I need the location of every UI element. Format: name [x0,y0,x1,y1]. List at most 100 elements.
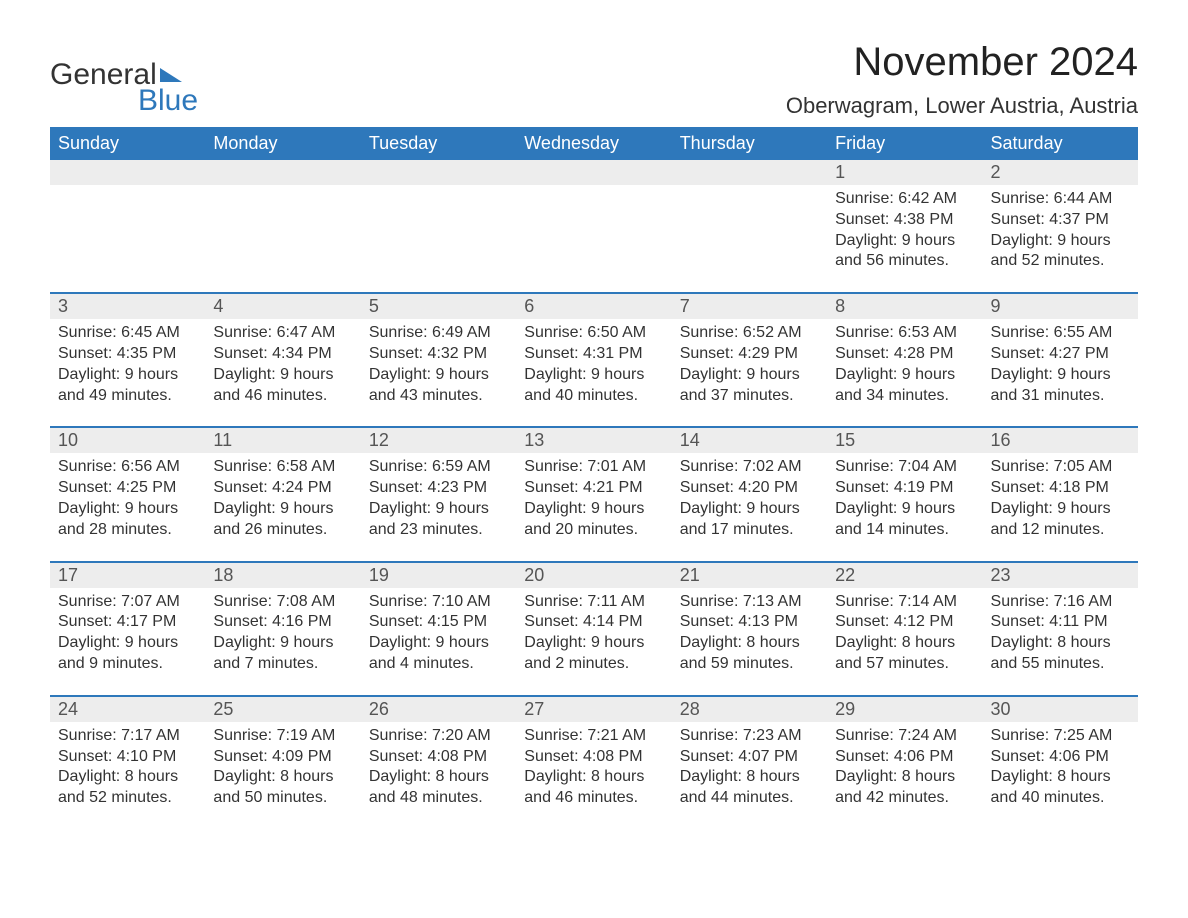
day-sunrise: Sunrise: 7:20 AM [369,726,508,747]
day-sunrise: Sunrise: 7:01 AM [524,457,663,478]
day-number: 15 [827,428,982,453]
title-block: November 2024 Oberwagram, Lower Austria,… [786,40,1138,119]
day-sunset: Sunset: 4:08 PM [524,747,663,768]
day-cell: 7Sunrise: 6:52 AMSunset: 4:29 PMDaylight… [672,294,827,408]
day-daylight1: Daylight: 9 hours [991,499,1130,520]
day-number: 5 [361,294,516,319]
day-number: 8 [827,294,982,319]
day-sunrise: Sunrise: 6:44 AM [991,189,1130,210]
logo-word-2: Blue [138,86,198,116]
calendar-page: General Blue November 2024 Oberwagram, L… [0,0,1188,851]
day-cell [672,160,827,274]
day-cell: 1Sunrise: 6:42 AMSunset: 4:38 PMDaylight… [827,160,982,274]
day-sunrise: Sunrise: 7:16 AM [991,592,1130,613]
day-body: Sunrise: 7:08 AMSunset: 4:16 PMDaylight:… [205,588,360,677]
day-cell: 30Sunrise: 7:25 AMSunset: 4:06 PMDayligh… [983,697,1138,811]
day-cell: 18Sunrise: 7:08 AMSunset: 4:16 PMDayligh… [205,563,360,677]
week-row: 3Sunrise: 6:45 AMSunset: 4:35 PMDaylight… [50,292,1138,408]
day-number: 13 [516,428,671,453]
day-cell: 8Sunrise: 6:53 AMSunset: 4:28 PMDaylight… [827,294,982,408]
day-daylight1: Daylight: 8 hours [680,767,819,788]
day-daylight1: Daylight: 8 hours [369,767,508,788]
day-sunset: Sunset: 4:15 PM [369,612,508,633]
day-body: Sunrise: 7:04 AMSunset: 4:19 PMDaylight:… [827,453,982,542]
day-daylight2: and 26 minutes. [213,520,352,541]
day-body: Sunrise: 6:50 AMSunset: 4:31 PMDaylight:… [516,319,671,408]
weekday-header: Monday [205,127,360,160]
day-daylight1: Daylight: 8 hours [835,633,974,654]
day-body: Sunrise: 7:19 AMSunset: 4:09 PMDaylight:… [205,722,360,811]
day-body: Sunrise: 7:07 AMSunset: 4:17 PMDaylight:… [50,588,205,677]
day-body: Sunrise: 7:14 AMSunset: 4:12 PMDaylight:… [827,588,982,677]
day-daylight2: and 9 minutes. [58,654,197,675]
day-number: 9 [983,294,1138,319]
day-cell: 27Sunrise: 7:21 AMSunset: 4:08 PMDayligh… [516,697,671,811]
day-number: 2 [983,160,1138,185]
day-sunrise: Sunrise: 6:45 AM [58,323,197,344]
day-body: Sunrise: 6:49 AMSunset: 4:32 PMDaylight:… [361,319,516,408]
weekday-header-row: SundayMondayTuesdayWednesdayThursdayFrid… [50,127,1138,160]
day-cell: 24Sunrise: 7:17 AMSunset: 4:10 PMDayligh… [50,697,205,811]
flag-icon [160,68,182,82]
day-daylight2: and 50 minutes. [213,788,352,809]
day-sunrise: Sunrise: 7:05 AM [991,457,1130,478]
day-cell: 25Sunrise: 7:19 AMSunset: 4:09 PMDayligh… [205,697,360,811]
day-daylight1: Daylight: 8 hours [835,767,974,788]
day-number: 17 [50,563,205,588]
day-body: Sunrise: 6:45 AMSunset: 4:35 PMDaylight:… [50,319,205,408]
day-number: 24 [50,697,205,722]
day-sunrise: Sunrise: 7:19 AM [213,726,352,747]
day-sunrise: Sunrise: 6:58 AM [213,457,352,478]
day-sunrise: Sunrise: 6:56 AM [58,457,197,478]
day-daylight1: Daylight: 9 hours [680,365,819,386]
brand-logo: General Blue [50,60,198,116]
day-cell: 2Sunrise: 6:44 AMSunset: 4:37 PMDaylight… [983,160,1138,274]
day-daylight1: Daylight: 9 hours [991,231,1130,252]
calendar-grid: SundayMondayTuesdayWednesdayThursdayFrid… [50,127,1138,811]
day-body: Sunrise: 7:21 AMSunset: 4:08 PMDaylight:… [516,722,671,811]
day-daylight1: Daylight: 9 hours [213,365,352,386]
day-daylight1: Daylight: 9 hours [58,633,197,654]
day-daylight1: Daylight: 8 hours [524,767,663,788]
day-number: 29 [827,697,982,722]
day-number: 1 [827,160,982,185]
day-number: 23 [983,563,1138,588]
day-daylight1: Daylight: 9 hours [213,499,352,520]
day-sunset: Sunset: 4:32 PM [369,344,508,365]
day-body: Sunrise: 7:10 AMSunset: 4:15 PMDaylight:… [361,588,516,677]
day-daylight1: Daylight: 9 hours [680,499,819,520]
day-daylight1: Daylight: 9 hours [835,231,974,252]
day-number [516,160,671,185]
day-number: 25 [205,697,360,722]
day-sunset: Sunset: 4:27 PM [991,344,1130,365]
weekday-header: Tuesday [361,127,516,160]
day-daylight2: and 12 minutes. [991,520,1130,541]
day-daylight2: and 46 minutes. [524,788,663,809]
day-cell: 20Sunrise: 7:11 AMSunset: 4:14 PMDayligh… [516,563,671,677]
month-title: November 2024 [786,40,1138,85]
day-cell [516,160,671,274]
day-body: Sunrise: 6:56 AMSunset: 4:25 PMDaylight:… [50,453,205,542]
day-sunset: Sunset: 4:21 PM [524,478,663,499]
day-body: Sunrise: 6:52 AMSunset: 4:29 PMDaylight:… [672,319,827,408]
day-daylight2: and 52 minutes. [58,788,197,809]
weekday-header: Saturday [983,127,1138,160]
day-sunset: Sunset: 4:14 PM [524,612,663,633]
day-daylight1: Daylight: 9 hours [524,499,663,520]
day-number: 10 [50,428,205,453]
day-cell: 16Sunrise: 7:05 AMSunset: 4:18 PMDayligh… [983,428,1138,542]
weekday-header: Friday [827,127,982,160]
day-body: Sunrise: 7:25 AMSunset: 4:06 PMDaylight:… [983,722,1138,811]
day-body [361,185,516,191]
day-body: Sunrise: 7:24 AMSunset: 4:06 PMDaylight:… [827,722,982,811]
day-daylight2: and 7 minutes. [213,654,352,675]
day-number: 28 [672,697,827,722]
day-daylight1: Daylight: 8 hours [680,633,819,654]
day-sunset: Sunset: 4:24 PM [213,478,352,499]
week-row: 17Sunrise: 7:07 AMSunset: 4:17 PMDayligh… [50,561,1138,677]
day-daylight1: Daylight: 9 hours [524,633,663,654]
day-daylight2: and 46 minutes. [213,386,352,407]
day-daylight2: and 59 minutes. [680,654,819,675]
day-daylight1: Daylight: 8 hours [991,633,1130,654]
day-body: Sunrise: 7:13 AMSunset: 4:13 PMDaylight:… [672,588,827,677]
